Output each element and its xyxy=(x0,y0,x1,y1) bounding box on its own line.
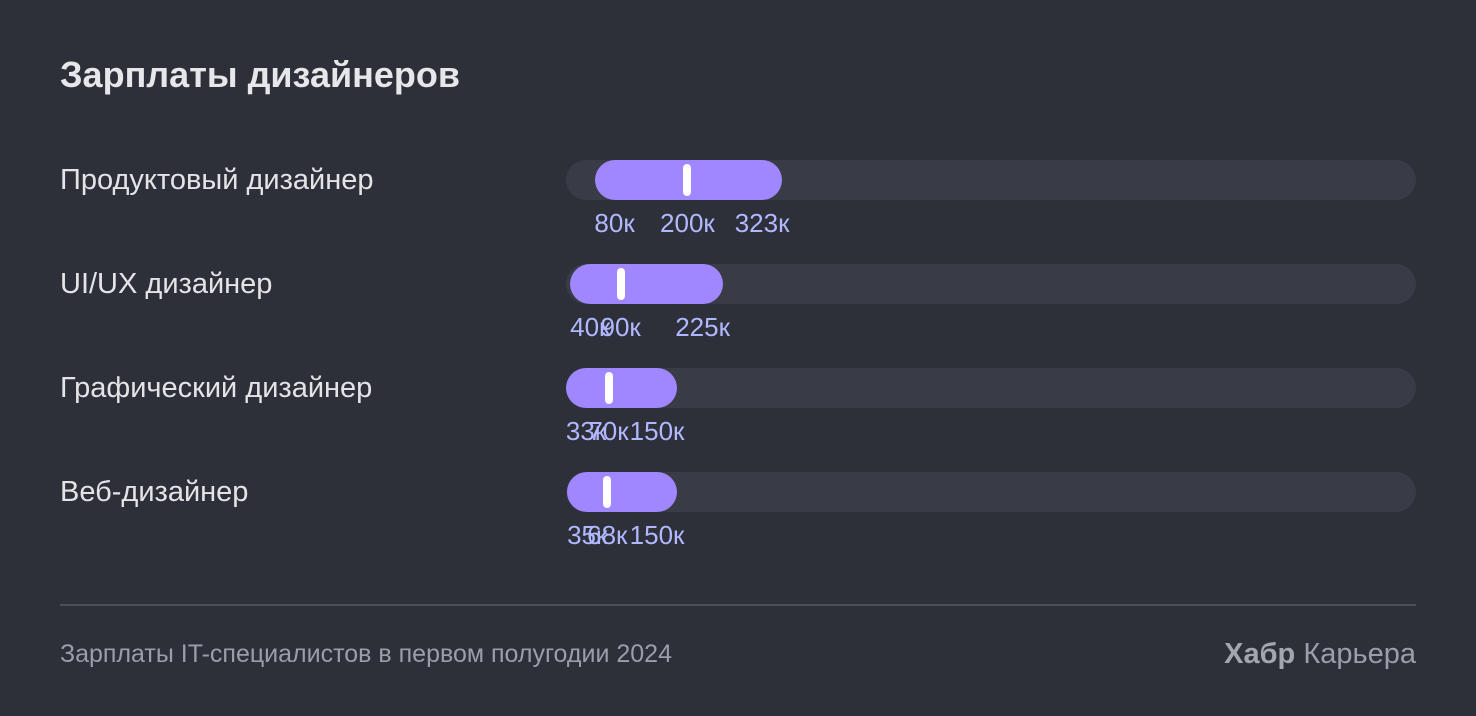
range-bar[interactable] xyxy=(570,264,723,304)
min-value-label: 40к xyxy=(570,312,611,342)
median-marker xyxy=(603,476,612,508)
median-value-label: 68к xyxy=(587,520,628,550)
max-value-label: 150к xyxy=(629,416,685,446)
max-value-label: 225к xyxy=(675,312,730,342)
chart-title: Зарплаты дизайнеров xyxy=(60,54,461,95)
min-value-label: 33к xyxy=(565,416,607,446)
category-label: Веб-дизайнер xyxy=(60,476,249,508)
category-label: Продуктовый дизайнер xyxy=(60,164,374,196)
min-value-label: 35к xyxy=(567,520,608,550)
footer-note: Зарплаты IT-специалистов в первом полуго… xyxy=(60,640,672,668)
max-value-label: 150к xyxy=(629,520,685,550)
bar-track xyxy=(566,368,1416,408)
median-marker xyxy=(683,164,692,196)
median-value-label: 70к xyxy=(588,416,629,446)
min-value-label: 80к xyxy=(594,208,635,238)
median-marker xyxy=(604,372,613,404)
median-value-label: 200к xyxy=(660,208,715,238)
median-value-label: 90к xyxy=(600,312,641,342)
category-label: UI/UX дизайнер xyxy=(60,268,273,300)
brand-logo[interactable]: Хабр Карьера xyxy=(1224,638,1416,671)
max-value-label: 323к xyxy=(734,208,790,238)
brand-name-bold: Хабр xyxy=(1224,638,1296,670)
median-marker xyxy=(616,268,625,300)
brand-name-rest: Карьера xyxy=(1303,638,1416,670)
range-bar[interactable] xyxy=(567,472,678,512)
category-label: Графический дизайнер xyxy=(60,372,373,404)
range-bar[interactable] xyxy=(566,368,678,408)
bar-track xyxy=(566,472,1416,512)
divider xyxy=(60,604,1416,606)
